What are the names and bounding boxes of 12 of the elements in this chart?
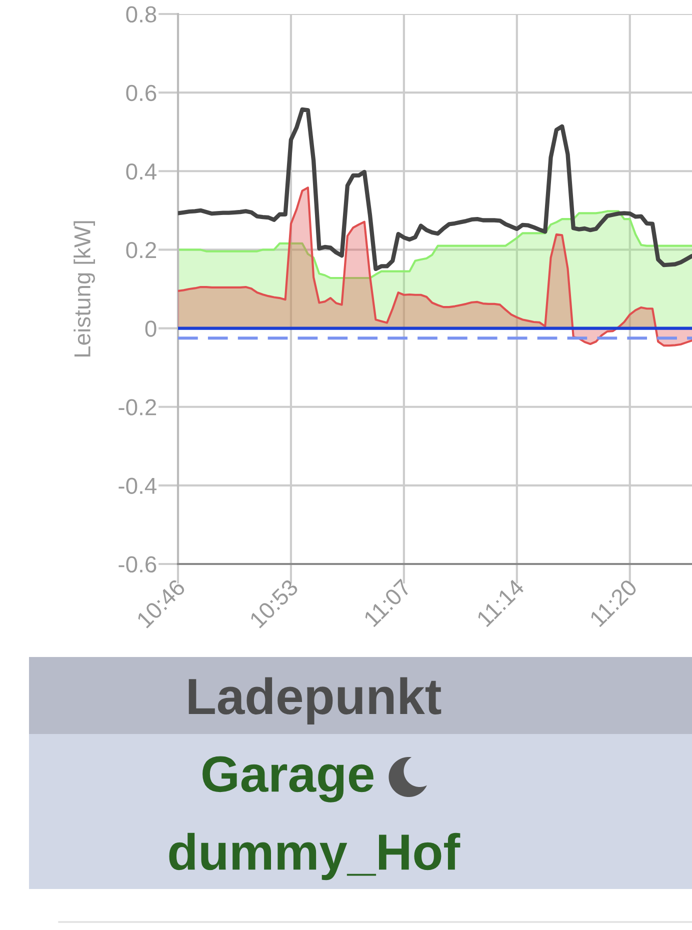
y-tick-label: 0 <box>145 320 156 337</box>
y-tick-label: -0.6 <box>118 556 156 573</box>
text: dummy_Hof <box>169 832 460 880</box>
y-tick-label: -0.2 <box>118 399 156 416</box>
y-axis-title: Leistung [kW] <box>74 221 95 357</box>
text: Ladepunkt <box>188 677 442 725</box>
y-tick-label: -0.4 <box>118 478 156 494</box>
y-tick-label: 0.4 <box>126 163 156 180</box>
text: Garage <box>202 756 374 802</box>
y-tick-label: 0.2 <box>126 242 156 258</box>
y-tick-label: 0.8 <box>126 6 156 23</box>
y-tick-label: 0.6 <box>126 84 156 102</box>
